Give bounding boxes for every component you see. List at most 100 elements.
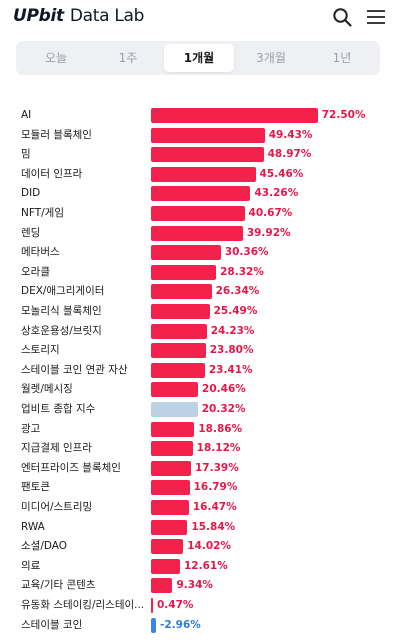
value-bar [151, 617, 156, 633]
value-bar [151, 382, 199, 398]
search-icon[interactable] [331, 6, 353, 28]
value-bar [151, 284, 212, 300]
category-label: 렌딩 [21, 226, 41, 239]
value-label: 43.26% [254, 187, 299, 200]
value-bar [151, 186, 251, 202]
value-bar [151, 245, 221, 261]
value-label: 45.46% [259, 167, 304, 180]
value-bar [151, 500, 189, 515]
chart-row[interactable]: 미디어/스트리밍 16.47% [0, 498, 400, 518]
chart-row[interactable]: RWA 15.84% [0, 518, 400, 538]
tab-today[interactable]: 오늘 [44, 51, 68, 65]
chart-row[interactable]: 상호운용성/브릿지 24.23% [0, 322, 400, 342]
value-bar [151, 421, 195, 437]
chart-row[interactable]: 스테이블 코인 -2.96% [0, 616, 400, 636]
chart-row[interactable]: 유동화 스테이킹/리스테이... 0.47% [0, 596, 400, 616]
value-bar [151, 539, 184, 555]
chart-row[interactable]: 소셜/DAO 14.02% [0, 537, 400, 557]
tab-1-year[interactable]: 1년 [332, 51, 352, 65]
chart-row[interactable]: 오라클 28.32% [0, 263, 400, 283]
category-label: 엔터프라이즈 블록체인 [21, 461, 121, 474]
chart-row[interactable]: DID 43.26% [0, 184, 400, 204]
value-bar [151, 108, 318, 123]
value-label: 30.36% [224, 246, 269, 259]
value-label: 14.02% [187, 540, 231, 553]
value-label: 26.34% [215, 285, 260, 298]
tab-3-months[interactable]: 3개월 [256, 51, 286, 65]
category-label: DEX/애그리게이터 [21, 285, 105, 298]
value-bar [151, 225, 243, 241]
value-label: 72.50% [321, 109, 366, 121]
value-bar [151, 264, 217, 280]
category-label: 오라클 [21, 265, 50, 278]
logo-brand: UPbit [13, 6, 64, 26]
chart-row[interactable]: 업비트 종합 지수 20.32% [0, 400, 400, 420]
value-label: 20.32% [201, 403, 246, 415]
chart-row[interactable]: 모놀리식 블록체인 25.49% [0, 302, 400, 322]
chart-row[interactable]: 스테이블 코인 연관 자산 23.41% [0, 361, 400, 381]
value-bar [151, 343, 206, 359]
category-label: 팬토큰 [21, 481, 50, 494]
value-bar [151, 323, 207, 339]
value-label: 40.67% [248, 207, 293, 219]
value-label: 20.46% [202, 383, 246, 396]
category-label: 스테이블 코인 [21, 618, 83, 631]
value-label: 48.97% [267, 148, 312, 161]
category-label: 스토리지 [21, 344, 60, 357]
value-bar [151, 460, 191, 476]
category-label: 스테이블 코인 연관 자산 [21, 363, 128, 376]
category-label: 교육/기타 콘텐츠 [21, 579, 96, 592]
category-label: 밈 [21, 148, 31, 161]
value-bar [151, 127, 265, 143]
chart-row[interactable]: 월렛/메시징 20.46% [0, 380, 400, 400]
value-bar [151, 558, 180, 574]
value-label: 39.92% [246, 226, 291, 239]
value-label: 24.23% [210, 324, 255, 337]
value-bar [151, 147, 264, 163]
category-label: 메타버스 [21, 246, 60, 259]
value-bar [151, 402, 198, 417]
upbit-datalab-logo[interactable]: UPbit Data Lab [13, 5, 144, 27]
app-header: UPbit Data Lab [0, 0, 400, 36]
chart-row[interactable]: 모듈러 블록체인 49.43% [0, 126, 400, 146]
value-label: 23.41% [208, 363, 253, 376]
value-bar [151, 519, 188, 535]
chart-row[interactable]: 의료 12.61% [0, 557, 400, 577]
category-label: 상호운용성/브릿지 [21, 324, 102, 337]
chart-row[interactable]: 스토리지 23.80% [0, 341, 400, 361]
chart-row[interactable]: 메타버스 30.36% [0, 243, 400, 263]
chart-row[interactable]: 밈 48.97% [0, 145, 400, 165]
chart-row[interactable]: 교육/기타 콘텐츠 9.34% [0, 576, 400, 596]
category-label: 의료 [21, 559, 41, 572]
value-label: 0.47% [157, 599, 194, 611]
value-label: 16.79% [193, 481, 238, 494]
category-label: RWA [21, 520, 45, 533]
chart-row[interactable]: 엔터프라이즈 블록체인 17.39% [0, 459, 400, 479]
category-label: 광고 [21, 422, 41, 435]
tab-1-week[interactable]: 1주 [118, 51, 138, 65]
value-bar [151, 441, 193, 457]
category-label: 소셜/DAO [21, 540, 68, 553]
chart-row[interactable]: 광고 18.86% [0, 420, 400, 440]
value-label: 18.86% [198, 422, 243, 435]
hamburger-menu-icon[interactable] [365, 6, 387, 28]
value-label: 12.61% [184, 559, 228, 572]
category-label: 모듈러 블록체인 [21, 128, 92, 141]
category-label: AI [21, 109, 32, 121]
value-label: -2.96% [160, 618, 201, 631]
chart-row[interactable]: 데이터 인프라 45.46% [0, 165, 400, 185]
category-label: 미디어/스트리밍 [21, 501, 93, 513]
chart-row[interactable]: 렌딩 39.92% [0, 224, 400, 244]
tab-1-month[interactable]: 1개월 [164, 44, 234, 72]
value-label: 16.47% [192, 501, 237, 513]
chart-row[interactable]: NFT/게임 40.67% [0, 204, 400, 224]
value-bar [151, 578, 173, 594]
chart-row[interactable]: AI 72.50% [0, 106, 400, 126]
logo-product: Data Lab [69, 6, 145, 26]
value-bar [151, 304, 210, 319]
chart-row[interactable]: 지급결제 인프라 18.12% [0, 439, 400, 459]
value-label: 9.34% [176, 579, 213, 592]
chart-row[interactable]: DEX/애그리게이터 26.34% [0, 282, 400, 302]
chart-row[interactable]: 팬토큰 16.79% [0, 478, 400, 498]
category-label: 데이터 인프라 [21, 167, 83, 180]
